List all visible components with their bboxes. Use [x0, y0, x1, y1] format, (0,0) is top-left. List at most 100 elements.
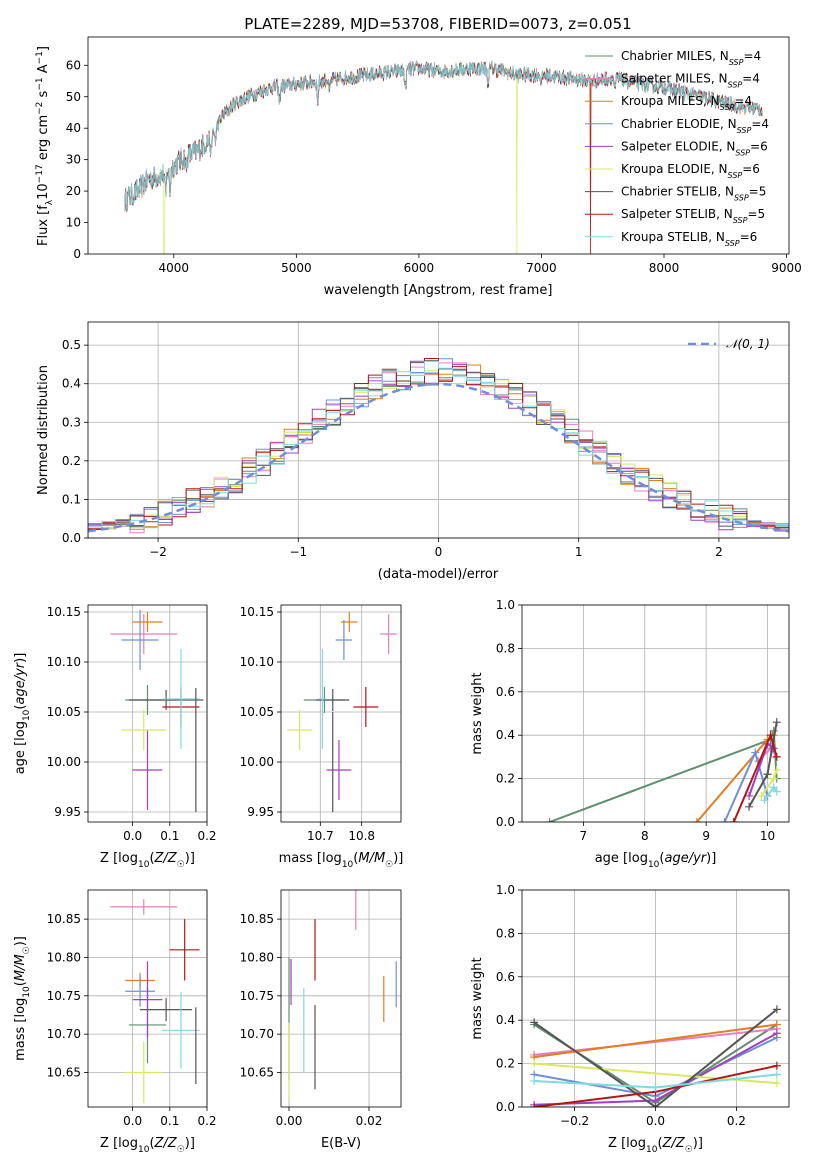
legend-label: Kroupa MILES, NSSP=4 [621, 94, 752, 112]
x-tick-label: −0.2 [560, 1114, 589, 1128]
legend-label: Salpeter ELODIE, NSSP=6 [621, 139, 768, 157]
y-axis-label: Normed distribution [36, 365, 51, 495]
weight-marker [769, 783, 778, 792]
y-tick-label: 10.75 [47, 989, 81, 1003]
x-axis-label: Z [log10(Z/Z☉)] [608, 1136, 703, 1155]
weight-marker [769, 774, 778, 783]
y-tick-label: 10.85 [240, 912, 274, 926]
weight-marker [751, 748, 760, 757]
y-tick-label: 10.05 [240, 705, 274, 719]
x-axis-label: E(B-V) [321, 1136, 361, 1151]
plot-area [124, 60, 763, 254]
weight-marker [720, 818, 729, 822]
x-tick-label: 0.02 [356, 1114, 383, 1128]
y-tick-label: 60 [66, 58, 81, 72]
weight-marker [545, 818, 554, 822]
y-tick-label: 10.85 [47, 912, 81, 926]
y-tick-label: 0.6 [496, 970, 515, 984]
y-tick-label: 10.75 [240, 989, 274, 1003]
x-axis-label: wavelength [Angstrom, rest frame] [324, 283, 553, 298]
x-tick-label: 0.2 [197, 1114, 216, 1128]
weight-marker [757, 791, 766, 800]
y-tick-label: 0.4 [62, 377, 81, 391]
weight-marker [772, 718, 781, 727]
x-tick-label: 2 [715, 545, 723, 559]
spectrum-line-kroupa-stelib [124, 60, 763, 212]
legend-label: Salpeter MILES, NSSP=4 [621, 72, 760, 90]
x-tick-label: 0.2 [197, 829, 216, 843]
panel-residuals: −2 −1 0 1 2 0.0 0.1 0.2 0.3 0.4 0.5 𝒩(0, 1) (data-mo… [36, 321, 790, 582]
legend-label: Kroupa STELIB, NSSP=6 [621, 230, 757, 248]
y-tick-label: 10.15 [240, 605, 274, 619]
weight-line-kroupa-elodie [534, 1062, 777, 1085]
normal-distribution-curve [88, 382, 789, 533]
axes-frame [521, 889, 790, 1108]
x-tick-label: 4000 [159, 261, 190, 275]
y-tick-label: 10.80 [240, 950, 274, 964]
weight-marker [772, 1070, 781, 1079]
weight-marker [692, 818, 701, 822]
y-tick-label: 0.4 [496, 1013, 515, 1027]
x-tick-label: 10.7 [307, 829, 334, 843]
panel-mass-vs-Z: 0.0 0.1 0.2 10.65 10.70 10.75 10.80 10.85 Z [log… [13, 889, 217, 1155]
weight-marker [745, 802, 754, 811]
x-tick-label: 10 [760, 829, 775, 843]
x-tick-label: 9000 [771, 261, 802, 275]
y-tick-label: 0.0 [496, 815, 515, 829]
weight-marker [763, 770, 772, 779]
y-tick-label: 10.00 [240, 755, 274, 769]
y-tick-label: 10 [66, 216, 81, 230]
panel-spectrum: 4000 5000 6000 7000 8000 9000 0 10 20 30 40 50 60 Cha… [35, 36, 802, 298]
weight-marker [530, 1018, 539, 1027]
x-axis-label: mass [log10(M/M☉)] [279, 851, 404, 870]
weight-marker [729, 818, 738, 822]
x-axis-label: Z [log10(Z/Z☉)] [100, 1136, 195, 1155]
weight-marker [745, 791, 754, 800]
weight-marker [760, 796, 769, 805]
y-tick-label: 0.0 [62, 531, 81, 545]
x-axis-label: Z [log10(Z/Z☉)] [100, 851, 195, 870]
weight-marker [766, 731, 775, 740]
weight-marker [530, 1076, 539, 1085]
axes-frame [87, 36, 790, 255]
x-tick-label: −1 [289, 545, 307, 559]
legend-label: Chabrier STELIB, NSSP=5 [621, 185, 766, 203]
weight-line-chabrier-stelib [533, 1008, 778, 1107]
x-axis-label: (data-model)/error [378, 567, 499, 582]
plot-area [110, 899, 200, 1104]
y-axis-label: Flux [fλ10−17 erg cm−2 s−1 A−1] [35, 46, 55, 246]
x-tick-label: 7 [580, 829, 588, 843]
figure-title: PLATE=2289, MJD=53708, FIBERID=0073, z=0… [244, 15, 631, 33]
axes-frame [521, 604, 790, 823]
legend-label: 𝒩(0, 1) [726, 337, 770, 351]
x-tick-label: 8000 [649, 261, 680, 275]
weight-marker [772, 1005, 781, 1014]
axes-frame [280, 889, 402, 1108]
y-tick-label: 0.2 [496, 772, 515, 786]
legend-label: Chabrier ELODIE, NSSP=4 [621, 117, 769, 135]
x-tick-label: 0.1 [160, 829, 179, 843]
x-tick-label: 9 [702, 829, 710, 843]
axes-frame [87, 889, 208, 1108]
histogram-kroupa-stelib [88, 361, 789, 538]
x-tick-label: 5000 [281, 261, 312, 275]
plot-area [88, 358, 789, 538]
weight-marker [651, 1103, 660, 1107]
x-axis-label: age [log10(age/yr)] [595, 851, 717, 870]
x-tick-label: 8 [641, 829, 649, 843]
y-tick-label: 9.95 [54, 805, 81, 819]
y-tick-label: 1.0 [496, 598, 515, 612]
x-tick-label: 7000 [526, 261, 557, 275]
y-tick-label: 10.70 [47, 1027, 81, 1041]
panel-weight-vs-Z: −0.2 0.0 0.2 0.0 0.2 0.4 0.6 0.8 1.0 Z [log10(Z/Z… [470, 883, 790, 1155]
legend-label: Chabrier MILES, NSSP=4 [621, 49, 761, 67]
x-tick-label: 0 [435, 545, 443, 559]
weight-marker [772, 765, 781, 774]
weight-marker [530, 1103, 539, 1107]
y-axis-label: mass weight [470, 672, 485, 754]
y-axis-label: mass [log10(M/M☉)] [13, 936, 32, 1061]
panel-age-vs-Z: 0.0 0.1 0.2 9.95 10.00 10.05 10.10 10.15 Z [log1… [13, 604, 217, 870]
panel-mass-vs-ebv: 0.00 0.02 10.65 10.70 10.75 10.80 10.85 E(B-V) [240, 889, 402, 1151]
y-tick-label: 0.8 [496, 641, 515, 655]
plot-area [545, 718, 781, 822]
